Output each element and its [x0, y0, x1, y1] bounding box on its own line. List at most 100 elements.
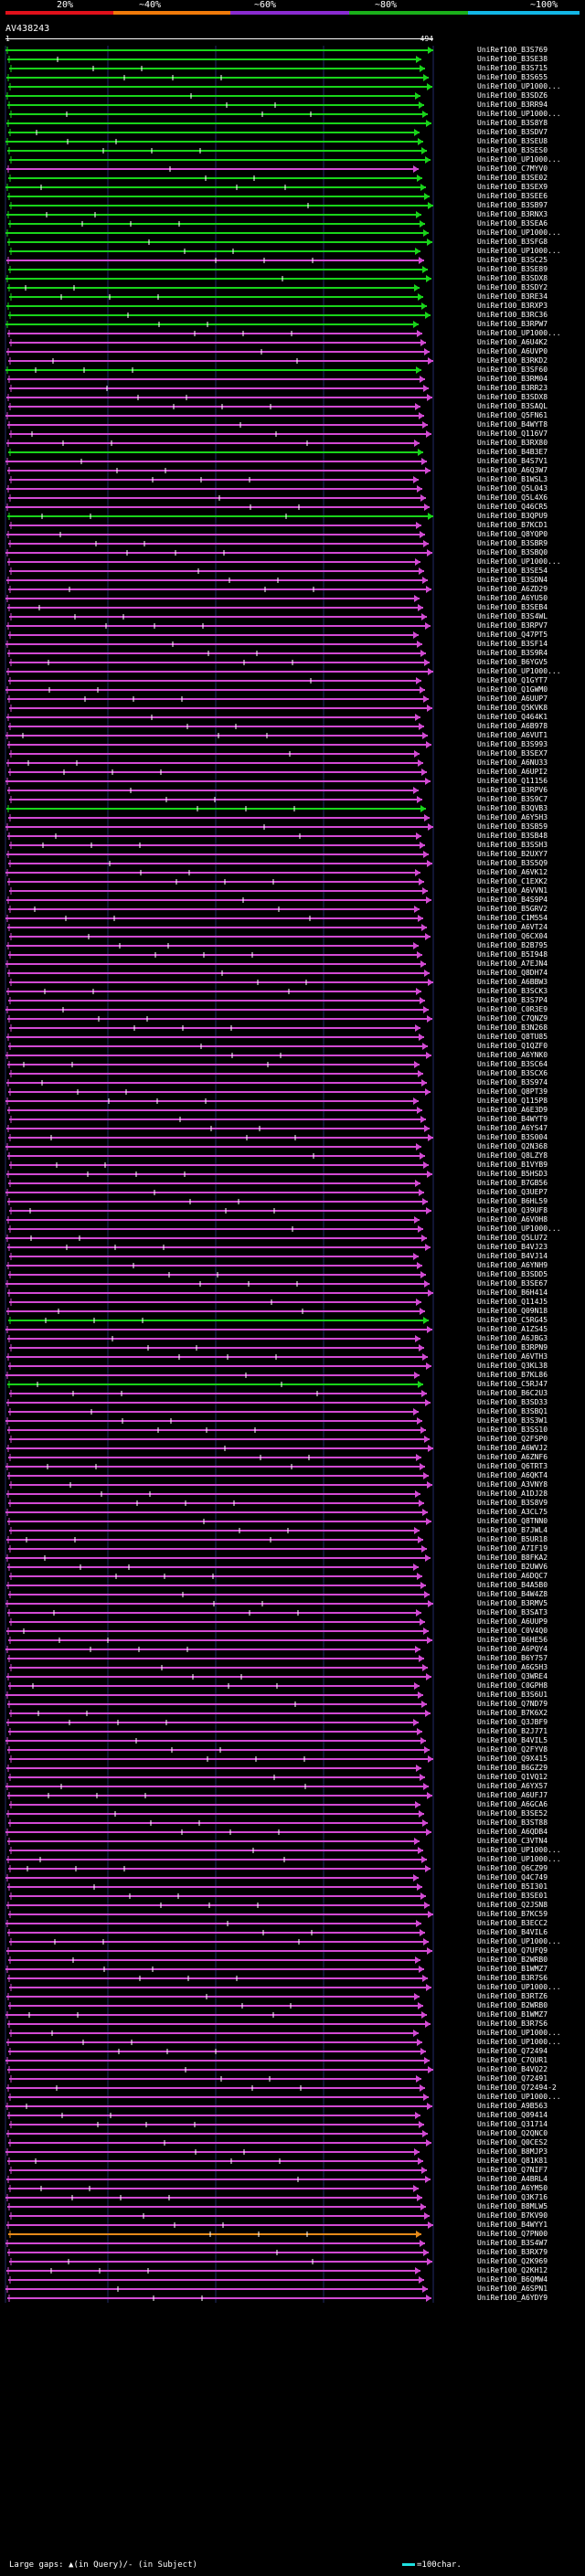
hit-alignment[interactable] — [7, 2112, 420, 2119]
hit-alignment[interactable] — [8, 677, 421, 684]
hit-label[interactable]: UniRef100_B3SB48 — [477, 832, 548, 840]
hit-label[interactable]: UniRef100_A6G5H3 — [477, 1663, 548, 1671]
hit-alignment[interactable] — [9, 1664, 428, 1671]
hit-alignment[interactable] — [6, 1034, 424, 1041]
hit-alignment[interactable] — [9, 476, 419, 483]
hit-alignment[interactable] — [5, 778, 431, 785]
hit-alignment[interactable] — [6, 622, 431, 630]
hit-label[interactable]: UniRef100_A9B563 — [477, 2102, 548, 2110]
hit-label[interactable]: UniRef100_UP1000... — [477, 1846, 561, 1854]
hit-alignment[interactable] — [5, 1783, 429, 1790]
hit-alignment[interactable] — [9, 156, 431, 164]
hit-alignment[interactable] — [5, 641, 422, 648]
hit-alignment[interactable] — [7, 787, 419, 794]
hit-alignment[interactable] — [8, 1819, 428, 1827]
hit-alignment[interactable] — [5, 1006, 429, 1013]
hit-alignment[interactable] — [7, 2066, 433, 2073]
hit-alignment[interactable] — [7, 2020, 431, 2028]
hit-label[interactable]: UniRef100_Q72494-2 — [477, 2083, 557, 2092]
hit-label[interactable]: UniRef100_B3SDX8 — [477, 274, 548, 282]
hit-alignment[interactable] — [9, 2075, 421, 2083]
hit-alignment[interactable] — [7, 1746, 430, 1754]
hit-alignment[interactable] — [7, 1929, 425, 1936]
hit-label[interactable]: UniRef100_A6UUP7 — [477, 694, 548, 703]
hit-label[interactable]: UniRef100_B3SEE6 — [477, 192, 548, 200]
hit-alignment[interactable] — [6, 257, 424, 264]
hit-label[interactable]: UniRef100_B3SAT3 — [477, 1608, 548, 1617]
hit-alignment[interactable] — [5, 686, 425, 694]
hit-alignment[interactable] — [8, 129, 420, 136]
hit-alignment[interactable] — [7, 695, 429, 703]
hit-label[interactable]: UniRef100_Q116V7 — [477, 429, 548, 438]
hit-alignment[interactable] — [5, 732, 428, 739]
hit-alignment[interactable] — [7, 1883, 422, 1891]
hit-alignment[interactable] — [6, 1353, 428, 1361]
hit-alignment[interactable] — [7, 193, 430, 200]
hit-label[interactable]: UniRef100_A6DQC7 — [477, 1572, 548, 1580]
hit-alignment[interactable] — [6, 1902, 430, 1909]
hit-label[interactable]: UniRef100_B4S9P4 — [477, 896, 548, 904]
hit-label[interactable]: UniRef100_UP1000... — [477, 155, 561, 164]
hit-alignment[interactable] — [5, 1326, 432, 1333]
hit-alignment[interactable] — [5, 138, 423, 145]
hit-alignment[interactable] — [9, 2121, 424, 2128]
hit-alignment[interactable] — [7, 284, 420, 292]
hit-label[interactable]: UniRef100_B2WRB0 — [477, 1956, 548, 1964]
hit-alignment[interactable] — [9, 1390, 427, 1397]
hit-label[interactable]: UniRef100_Q7NIF7 — [477, 2166, 548, 2174]
hit-alignment[interactable] — [7, 239, 432, 246]
hit-label[interactable]: UniRef100_B7JWL4 — [477, 1526, 548, 1534]
hit-alignment[interactable] — [6, 668, 433, 675]
hit-label[interactable]: UniRef100_B3RKD2 — [477, 356, 548, 365]
hit-alignment[interactable] — [7, 1564, 419, 1571]
hit-alignment[interactable] — [6, 1079, 427, 1087]
hit-alignment[interactable] — [5, 2011, 427, 2019]
hit-label[interactable]: UniRef100_B3RX79 — [477, 2248, 548, 2256]
hit-label[interactable]: UniRef100_B3SBR9 — [477, 539, 548, 547]
hit-alignment[interactable] — [6, 2221, 433, 2229]
hit-label[interactable]: UniRef100_B5I948 — [477, 950, 548, 959]
hit-label[interactable]: UniRef100_B3SF14 — [477, 640, 548, 648]
hit-alignment[interactable] — [9, 385, 429, 392]
hit-label[interactable]: UniRef100_B8MJP3 — [477, 2147, 548, 2156]
hit-alignment[interactable] — [5, 1189, 424, 1196]
hit-label[interactable]: UniRef100_A6VOH8 — [477, 1215, 548, 1224]
hit-alignment[interactable] — [5, 321, 419, 328]
hit-alignment[interactable] — [8, 1774, 425, 1781]
hit-label[interactable]: UniRef100_A6VVN1 — [477, 886, 548, 895]
hit-label[interactable]: UniRef100_B6H414 — [477, 1288, 548, 1297]
hit-alignment[interactable] — [6, 942, 419, 949]
hit-label[interactable]: UniRef100_UP1000... — [477, 2093, 561, 2101]
hit-alignment[interactable] — [8, 723, 424, 730]
hit-label[interactable]: UniRef100_B3RX80 — [477, 439, 548, 447]
hit-label[interactable]: UniRef100_A6YS47 — [477, 1124, 548, 1132]
hit-alignment[interactable] — [5, 229, 429, 237]
hit-alignment[interactable] — [7, 1655, 424, 1662]
hit-label[interactable]: UniRef100_Q47PT5 — [477, 631, 548, 639]
hit-label[interactable]: UniRef100_B3SDD5 — [477, 1270, 548, 1278]
hit-alignment[interactable] — [7, 1975, 428, 1982]
hit-alignment[interactable] — [7, 1838, 420, 1845]
hit-label[interactable]: UniRef100_B7GB56 — [477, 1179, 548, 1187]
hit-label[interactable]: UniRef100_B4VIL5 — [477, 1736, 548, 1744]
hit-alignment[interactable] — [9, 248, 420, 255]
hit-alignment[interactable] — [6, 120, 431, 127]
hit-alignment[interactable] — [9, 750, 420, 758]
hit-alignment[interactable] — [5, 1235, 427, 1242]
hit-alignment[interactable] — [6, 577, 428, 584]
hit-label[interactable]: UniRef100_Q114J5 — [477, 1298, 548, 1306]
hit-label[interactable]: UniRef100_B7KL86 — [477, 1371, 548, 1379]
hit-alignment[interactable] — [7, 604, 423, 611]
hit-label[interactable]: UniRef100_A6QKT4 — [477, 1471, 548, 1479]
hit-alignment[interactable] — [9, 339, 426, 346]
hit-label[interactable]: UniRef100_A6WVJ2 — [477, 1444, 548, 1452]
hit-alignment[interactable] — [6, 394, 432, 401]
hit-alignment[interactable] — [7, 924, 427, 931]
hit-alignment[interactable] — [6, 1445, 433, 1452]
hit-label[interactable]: UniRef100_Q31714 — [477, 2120, 548, 2128]
hit-label[interactable]: UniRef100_Q7ND79 — [477, 1700, 548, 1708]
hit-alignment[interactable] — [9, 887, 428, 895]
hit-label[interactable]: UniRef100_A6VK12 — [477, 868, 548, 876]
hit-alignment[interactable] — [5, 2240, 425, 2247]
hit-label[interactable]: UniRef100_B3S7P4 — [477, 996, 548, 1004]
